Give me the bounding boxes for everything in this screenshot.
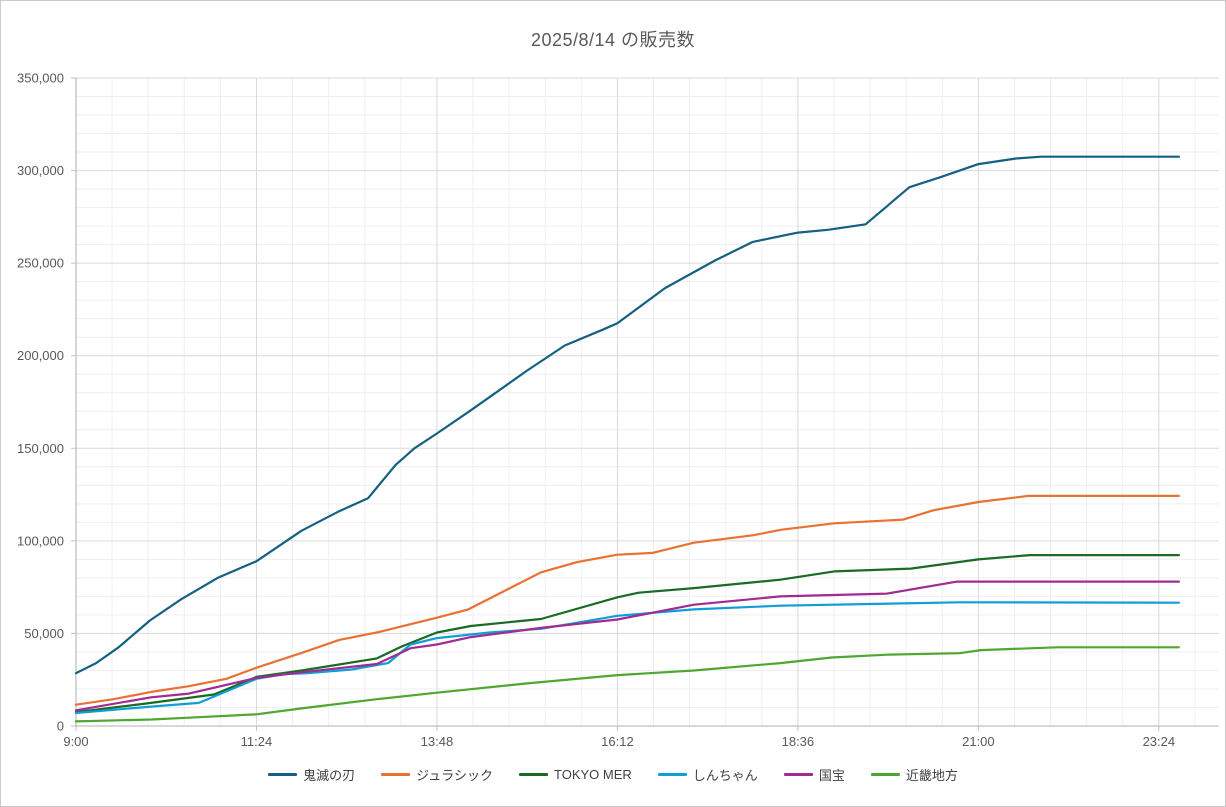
legend-line-swatch [657,773,687,776]
y-tick-label: 100,000 [17,533,64,548]
x-tick-label: 21:00 [962,734,995,749]
series-line-しんちゃん [74,601,1181,715]
chart-title: 2025/8/14 の販売数 [530,30,696,50]
x-tick-label: 11:24 [241,734,273,749]
legend-item-鬼滅の刃: 鬼滅の刃 [268,765,355,784]
legend-label: TOKYO MER [554,767,632,782]
legend-line-swatch [870,773,900,776]
legend-line-swatch [268,773,298,776]
y-tick-label: 250,000 [17,256,64,271]
legend-label: 近畿地方 [905,768,958,783]
x-tick-label: 18:36 [782,734,815,749]
x-tick-label: 13:48 [421,734,454,749]
y-tick-label: 200,000 [17,348,64,363]
legend-item-国宝: 国宝 [783,765,845,784]
series-line-ジュラシック [74,494,1181,706]
legend-label: 国宝 [818,768,845,783]
legend-line-swatch [519,773,549,776]
legend-item-しんちゃん: しんちゃん [657,765,758,784]
legend-line-swatch [783,773,813,776]
series-line-国宝 [74,580,1181,712]
legend-label: 鬼滅の刃 [303,768,356,783]
legend-label: ジュラシック [416,768,494,783]
legend-label: しんちゃん [692,768,758,783]
y-tick-label: 50,000 [24,626,64,641]
series-line-近畿地方 [74,646,1181,723]
legend-line-swatch [381,773,411,776]
y-tick-label: 300,000 [17,163,64,178]
x-tick-label: 9:00 [63,734,88,749]
chart-legend: 鬼滅の刃 ジュラシック TOKYO MER しんちゃん 国宝 近畿地方 [1,765,1225,784]
x-tick-label: 16:12 [601,734,634,749]
legend-item-近畿地方: 近畿地方 [870,765,958,784]
y-tick-label: 150,000 [17,441,64,456]
y-tick-label: 350,000 [17,71,64,86]
legend-item-TOKYO MER: TOKYO MER [519,767,632,782]
legend-item-ジュラシック: ジュラシック [381,765,493,784]
series-line-鬼滅の刃 [74,155,1181,675]
x-tick-label: 23:24 [1143,734,1176,749]
y-tick-label: 0 [57,719,64,734]
